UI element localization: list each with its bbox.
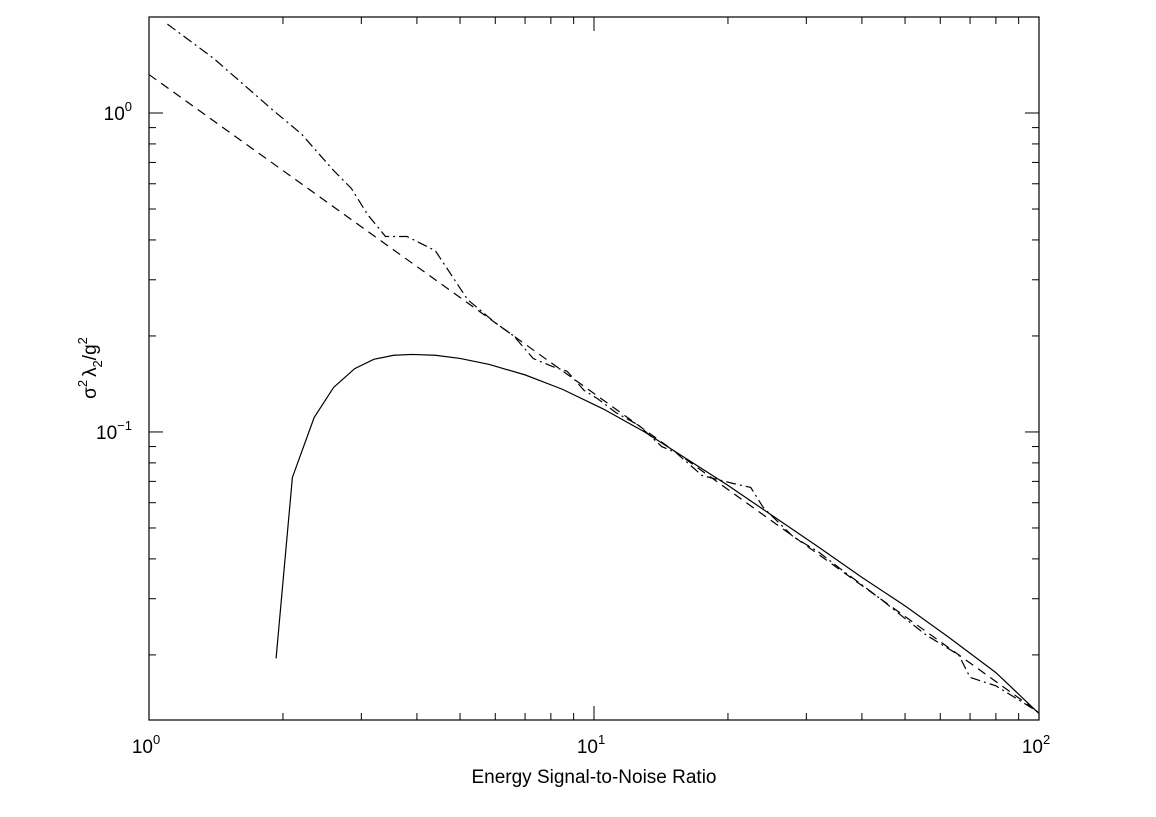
series-solid (275, 353, 1040, 714)
x-tick-label: 101 (577, 732, 605, 758)
x-tick-label: 100 (132, 732, 160, 758)
x-tick-label: 102 (1022, 732, 1050, 758)
series-dashed (148, 74, 1040, 713)
y-tick-label: 10−1 (96, 418, 132, 444)
plot-frame (148, 16, 1040, 721)
x-axis-title: Energy Signal-to-Noise Ratio (471, 767, 716, 788)
series-dash-dot (167, 23, 1040, 713)
y-axis-title: σ2λ2/g2 (75, 337, 105, 399)
series (148, 23, 1040, 714)
y-tick-label: 100 (104, 99, 132, 125)
ticks (148, 16, 1040, 720)
tick-labels: 100 101 102 10−1 100 (96, 99, 1050, 758)
